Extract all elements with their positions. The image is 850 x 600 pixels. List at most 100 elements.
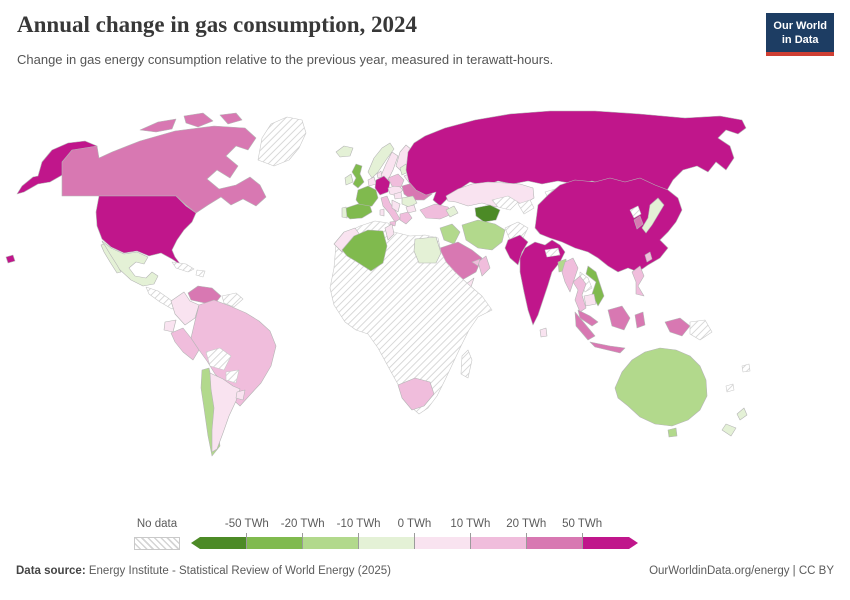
- country-canada-arctic-2[interactable]: [183, 112, 214, 128]
- country-peru[interactable]: [170, 327, 200, 361]
- no-data-swatch[interactable]: [134, 537, 180, 550]
- country-thailand[interactable]: [572, 275, 587, 313]
- country-cambodia[interactable]: [583, 293, 597, 307]
- country-vietnam[interactable]: [585, 265, 605, 307]
- chart-subtitle: Change in gas energy consumption relativ…: [17, 52, 554, 67]
- country-hawaii[interactable]: [5, 254, 16, 264]
- legend-tickmark: [246, 533, 248, 549]
- country-germany[interactable]: [374, 175, 391, 196]
- legend-segment-3[interactable]: [358, 537, 415, 549]
- country-papua-new-guinea[interactable]: [689, 319, 713, 341]
- country-mexico[interactable]: [101, 240, 159, 287]
- country-poland[interactable]: [387, 173, 405, 188]
- country-philippines[interactable]: [631, 265, 645, 297]
- country-colombia[interactable]: [170, 291, 200, 326]
- footer: Data source: Energy Institute - Statisti…: [0, 565, 850, 577]
- country-south-africa[interactable]: [397, 377, 435, 411]
- country-portugal[interactable]: [341, 206, 348, 219]
- owid-logo[interactable]: Our World in Data: [766, 13, 834, 56]
- country-greenland[interactable]: [257, 116, 307, 167]
- country-nepal[interactable]: [544, 247, 561, 258]
- country-australia[interactable]: [614, 347, 708, 427]
- country-united-kingdom[interactable]: [351, 163, 365, 189]
- country-greece[interactable]: [399, 211, 413, 225]
- country-hungary[interactable]: [393, 191, 403, 200]
- country-oman[interactable]: [477, 255, 491, 277]
- country-brazil[interactable]: [190, 299, 277, 407]
- country-japan[interactable]: [641, 197, 665, 234]
- legend-tickmark: [302, 533, 304, 549]
- owid-logo-line1: Our World: [773, 20, 827, 32]
- legend-tick-label: 0 TWh: [397, 518, 432, 530]
- country-new-zealand-south[interactable]: [721, 423, 737, 437]
- country-myanmar[interactable]: [561, 257, 579, 293]
- country-uae[interactable]: [471, 258, 481, 267]
- country-bolivia[interactable]: [205, 347, 232, 371]
- country-egypt[interactable]: [413, 236, 442, 264]
- country-italy-sardinia[interactable]: [379, 208, 385, 217]
- country-turkmenistan[interactable]: [474, 204, 501, 223]
- country-canada-arctic-1[interactable]: [139, 118, 177, 133]
- country-spain[interactable]: [343, 203, 373, 220]
- country-sri-lanka[interactable]: [539, 327, 548, 338]
- country-united-states[interactable]: [95, 195, 197, 266]
- country-new-zealand-north[interactable]: [736, 407, 748, 421]
- country-norway[interactable]: [367, 142, 395, 179]
- legend-segment-7[interactable]: [582, 537, 638, 549]
- country-canada-arctic-3[interactable]: [219, 112, 243, 125]
- region-pacific-islands-2[interactable]: [725, 383, 735, 393]
- country-south-korea[interactable]: [633, 215, 644, 230]
- country-argentina[interactable]: [209, 372, 241, 453]
- region-kyrgyzstan-tajikistan[interactable]: [517, 199, 535, 215]
- legend-segment-0[interactable]: [191, 537, 247, 549]
- region-benelux[interactable]: [367, 176, 377, 187]
- country-uzbekistan[interactable]: [491, 195, 519, 211]
- country-hispaniola[interactable]: [195, 269, 206, 278]
- country-north-korea[interactable]: [629, 205, 642, 219]
- country-india[interactable]: [519, 239, 566, 326]
- country-canada[interactable]: [61, 125, 267, 214]
- country-indonesia-java[interactable]: [589, 341, 626, 354]
- country-china[interactable]: [534, 177, 683, 273]
- country-afghanistan[interactable]: [504, 221, 529, 241]
- country-madagascar[interactable]: [460, 349, 473, 379]
- country-indonesia-sumatra[interactable]: [574, 311, 596, 341]
- legend-tick-label: 50 TWh: [562, 518, 603, 530]
- country-cuba[interactable]: [171, 261, 195, 273]
- region-guyanas[interactable]: [221, 292, 244, 308]
- legend-segment-2[interactable]: [302, 537, 359, 549]
- country-iceland[interactable]: [335, 145, 354, 158]
- country-iran[interactable]: [461, 219, 506, 251]
- map-legend: No data -50 TWh -20 TWh -10 TWh 0 TWh 10 TWh…: [0, 514, 850, 556]
- footer-link[interactable]: OurWorldinData.org/energy | CC BY: [649, 565, 834, 577]
- country-uruguay[interactable]: [235, 389, 246, 401]
- country-france[interactable]: [355, 185, 379, 209]
- country-ireland[interactable]: [344, 173, 354, 186]
- legend-tick-label: 20 TWh: [506, 518, 547, 530]
- country-azerbaijan[interactable]: [445, 205, 459, 218]
- country-australia-tasmania[interactable]: [667, 427, 678, 438]
- country-iraq[interactable]: [439, 223, 461, 245]
- country-ecuador[interactable]: [163, 319, 177, 333]
- country-malaysia[interactable]: [577, 309, 599, 327]
- legend-segment-4[interactable]: [414, 537, 471, 549]
- legend-tick-label: -10 TWh: [336, 518, 381, 530]
- country-mexico-baja[interactable]: [100, 243, 122, 274]
- country-indonesia-borneo[interactable]: [607, 305, 631, 331]
- country-tunisia[interactable]: [384, 223, 395, 241]
- country-indonesia-sulawesi[interactable]: [634, 311, 646, 329]
- region-pacific-islands-1[interactable]: [741, 363, 751, 373]
- country-bulgaria[interactable]: [405, 204, 417, 214]
- region-balkans[interactable]: [391, 199, 401, 213]
- legend-segment-1[interactable]: [246, 537, 303, 549]
- country-indonesia-papua[interactable]: [664, 317, 691, 337]
- country-taiwan[interactable]: [644, 251, 653, 263]
- data-source-text: Energy Institute - Statistical Review of…: [85, 565, 391, 577]
- legend-tickmark: [414, 533, 415, 549]
- data-source-label: Data source:: [16, 565, 86, 577]
- country-paraguay[interactable]: [225, 369, 240, 384]
- legend-segment-5[interactable]: [470, 537, 527, 549]
- country-algeria[interactable]: [341, 229, 388, 272]
- legend-segment-6[interactable]: [526, 537, 583, 549]
